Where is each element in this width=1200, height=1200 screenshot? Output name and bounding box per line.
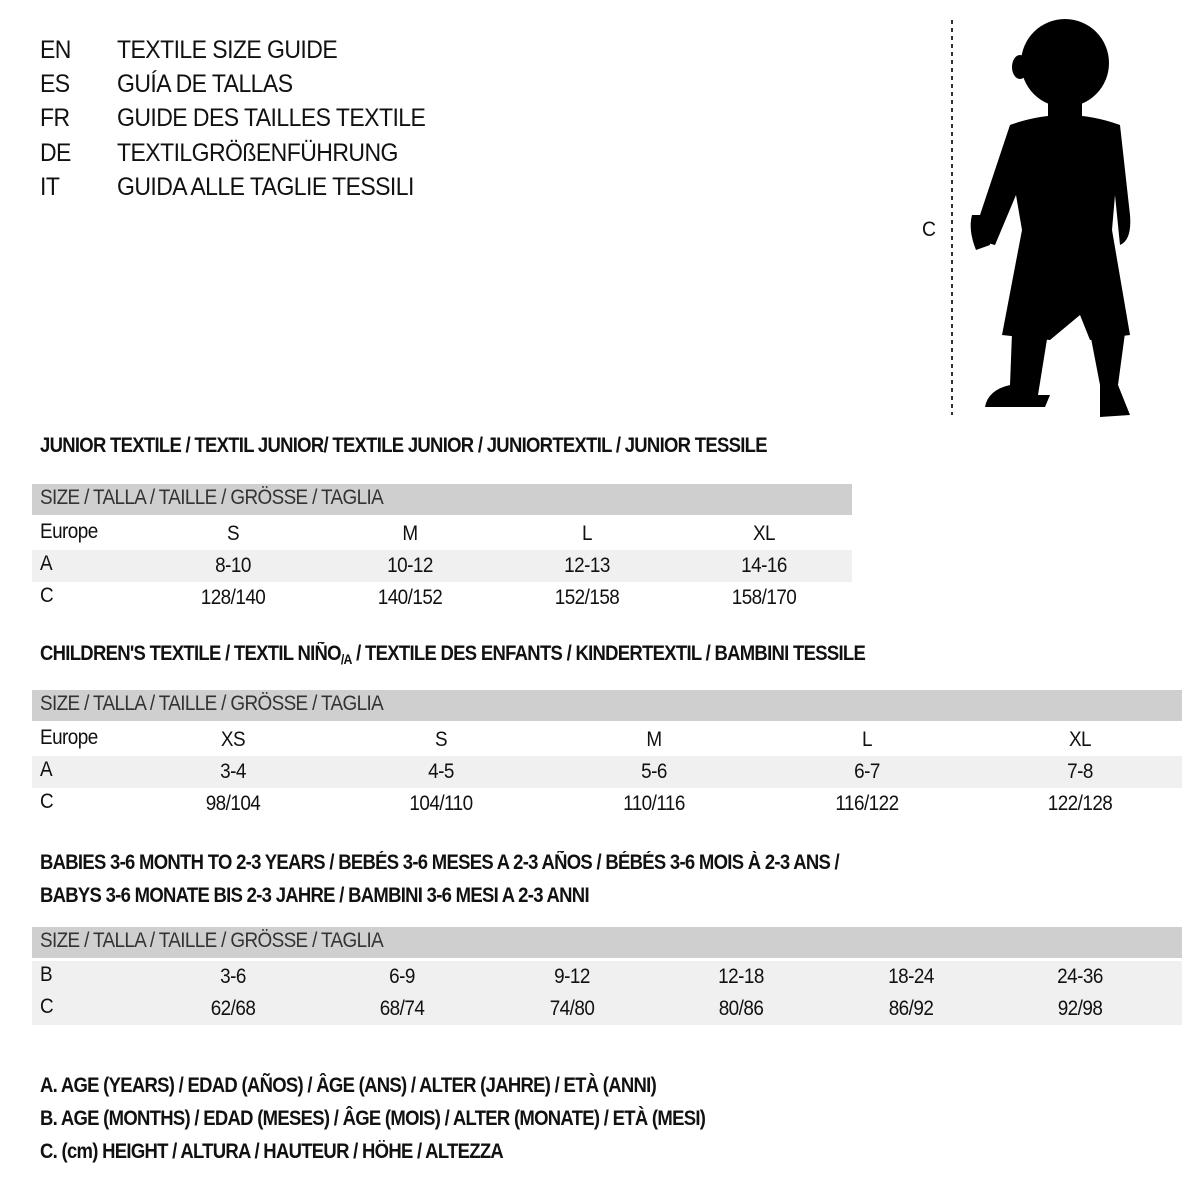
table-cell: 10-12 [387,554,433,577]
table-header-row: SIZE / TALLA / TAILLE / GRÖSSE / TAGLIA [32,690,1182,721]
table-cell: 74/80 [549,997,595,1020]
table-cell: 4-5 [428,760,454,783]
legend-b: B. AGE (MONTHS) / EDAD (MESES) / ÂGE (MO… [40,1107,706,1130]
table-header-label: SIZE / TALLA / TAILLE / GRÖSSE / TAGLIA [40,692,384,715]
junior-size-table: SIZE / TALLA / TAILLE / GRÖSSE / TAGLIA E… [32,484,852,614]
title-part: / TEXTILE DES ENFANTS / KINDERTEXTIL / B… [351,642,866,665]
table-header-row: SIZE / TALLA / TAILLE / GRÖSSE / TAGLIA [32,484,852,515]
row-label: C [40,584,54,607]
children-size-table: SIZE / TALLA / TAILLE / GRÖSSE / TAGLIA E… [32,690,1182,820]
title-text: GUIDE DES TAILLES TEXTILE [117,104,426,132]
table-cell: 158/170 [731,586,797,609]
measure-label: C [922,218,936,241]
table-cell: 62/68 [210,997,256,1020]
table-row: C 98/104 104/110 110/116 116/122 122/128 [32,788,1182,820]
child-silhouette-icon [951,19,1131,417]
table-cell: 152/158 [554,586,620,609]
table-cell: 116/122 [835,792,899,815]
table-cell: L [582,522,593,545]
table-row: C 128/140 140/152 152/158 158/170 [32,582,852,614]
table-row: Europe S M L XL [32,518,852,550]
lang-code: ES [40,70,70,98]
table-cell: S [434,728,448,751]
lang-code: DE [40,139,71,167]
table-cell: 3-6 [220,965,246,988]
table-cell: 122/128 [1047,792,1113,815]
table-cell: XL [1068,728,1092,751]
table-row: Europe XS S M L XL [32,724,1182,756]
table-row: B 3-6 6-9 9-12 12-18 18-24 24-36 [32,961,1182,993]
table-cell: M [402,522,418,545]
table-cell: 98/104 [205,792,261,815]
babies-section-title-line1: BABIES 3-6 MONTH TO 2-3 YEARS / BEBÉS 3-… [40,851,840,874]
table-cell: 7-8 [1067,760,1093,783]
children-section-title: CHILDREN'S TEXTILE / TEXTIL NIÑO/A / TEX… [40,642,866,667]
table-header-row: SIZE / TALLA / TAILLE / GRÖSSE / TAGLIA [32,927,1182,958]
table-cell: 8-10 [215,554,251,577]
table-cell: 9-12 [554,965,590,988]
table-cell: M [646,728,662,751]
table-cell: 92/98 [1057,997,1103,1020]
table-header-label: SIZE / TALLA / TAILLE / GRÖSSE / TAGLIA [40,929,384,952]
row-label: B [40,963,53,986]
table-cell: 68/74 [379,997,425,1020]
title-part: CHILDREN'S TEXTILE / TEXTIL NIÑO [40,642,342,665]
table-row: C 62/68 68/74 74/80 80/86 86/92 92/98 [32,993,1182,1025]
row-label: C [40,995,54,1018]
table-cell: 12-13 [564,554,610,577]
lang-code: IT [40,173,60,201]
table-cell: 80/86 [718,997,764,1020]
row-label: Europe [40,520,98,543]
table-cell: 14-16 [741,554,787,577]
babies-section-title-line2: BABYS 3-6 MONATE BIS 2-3 JAHRE / BAMBINI… [40,884,590,907]
row-label: A [40,758,53,781]
table-cell: XL [752,522,776,545]
table-cell: 6-9 [389,965,415,988]
table-cell: 140/152 [377,586,443,609]
table-cell: L [862,728,873,751]
row-label: C [40,790,54,813]
table-cell: 104/110 [409,792,473,815]
title-text: TEXTILE SIZE GUIDE [117,36,338,64]
title-text: GUIDA ALLE TAGLIE TESSILI [117,173,414,201]
table-cell: 128/140 [200,586,266,609]
junior-section-title: JUNIOR TEXTILE / TEXTIL JUNIOR/ TEXTILE … [40,434,768,457]
table-cell: XS [220,728,246,751]
row-label: A [40,552,53,575]
table-cell: 24-36 [1057,965,1103,988]
table-cell: 110/116 [623,792,685,815]
legend-a: A. AGE (YEARS) / EDAD (AÑOS) / ÂGE (ANS)… [40,1074,657,1097]
table-cell: 86/92 [888,997,934,1020]
title-subscript: /A [340,651,353,667]
legend-c: C. (cm) HEIGHT / ALTURA / HAUTEUR / HÖHE… [40,1140,504,1163]
title-text: GUÍA DE TALLAS [117,70,293,98]
babies-size-table: SIZE / TALLA / TAILLE / GRÖSSE / TAGLIA B… [32,927,1182,1025]
table-header-label: SIZE / TALLA / TAILLE / GRÖSSE / TAGLIA [40,486,384,509]
table-cell: 18-24 [888,965,934,988]
lang-code: FR [40,104,70,132]
row-label: Europe [40,726,98,749]
table-row: A 8-10 10-12 12-13 14-16 [32,550,852,582]
table-row: A 3-4 4-5 5-6 6-7 7-8 [32,756,1182,788]
title-text: TEXTILGRÖßENFÜHRUNG [117,139,398,167]
table-cell: 6-7 [854,760,880,783]
table-cell: S [226,522,240,545]
table-cell: 3-4 [220,760,246,783]
table-cell: 12-18 [718,965,764,988]
table-cell: 5-6 [641,760,667,783]
lang-code: EN [40,36,71,64]
